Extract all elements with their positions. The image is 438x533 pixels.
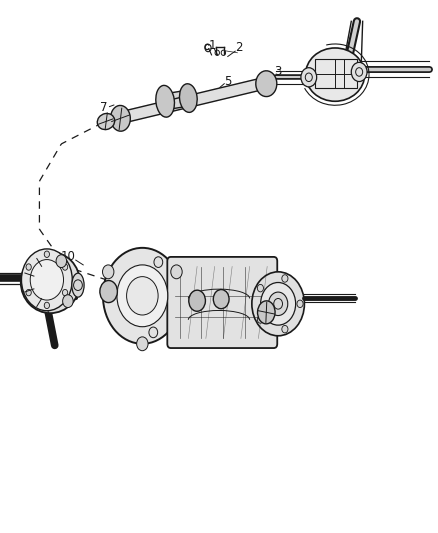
Ellipse shape bbox=[213, 289, 229, 309]
Ellipse shape bbox=[100, 280, 117, 303]
Text: 3: 3 bbox=[275, 66, 282, 78]
Text: 10: 10 bbox=[60, 251, 75, 263]
Circle shape bbox=[127, 277, 158, 315]
Text: 9: 9 bbox=[176, 277, 184, 290]
Text: 5: 5 bbox=[224, 75, 231, 87]
Polygon shape bbox=[161, 90, 189, 110]
Circle shape bbox=[26, 264, 31, 270]
Circle shape bbox=[26, 289, 31, 296]
Polygon shape bbox=[122, 77, 268, 123]
Ellipse shape bbox=[258, 301, 275, 324]
Ellipse shape bbox=[21, 252, 80, 313]
Circle shape bbox=[102, 265, 114, 279]
Ellipse shape bbox=[305, 48, 364, 101]
Ellipse shape bbox=[72, 273, 84, 297]
Text: 3: 3 bbox=[156, 90, 163, 102]
Circle shape bbox=[106, 284, 115, 294]
Circle shape bbox=[351, 62, 367, 82]
Circle shape bbox=[30, 260, 64, 300]
Circle shape bbox=[258, 316, 264, 323]
Circle shape bbox=[171, 265, 182, 279]
Text: 2: 2 bbox=[235, 42, 243, 54]
Circle shape bbox=[282, 326, 288, 333]
Circle shape bbox=[63, 289, 68, 296]
Ellipse shape bbox=[97, 114, 115, 130]
Circle shape bbox=[103, 248, 182, 344]
Circle shape bbox=[261, 282, 296, 325]
Circle shape bbox=[56, 255, 67, 268]
Circle shape bbox=[268, 292, 288, 316]
Bar bbox=[315, 59, 357, 88]
Text: 8: 8 bbox=[286, 296, 293, 309]
Circle shape bbox=[252, 272, 304, 336]
Circle shape bbox=[117, 265, 168, 327]
Circle shape bbox=[258, 285, 264, 292]
FancyBboxPatch shape bbox=[167, 257, 277, 348]
Ellipse shape bbox=[189, 290, 205, 311]
Circle shape bbox=[282, 274, 288, 282]
Ellipse shape bbox=[110, 106, 131, 131]
Circle shape bbox=[297, 300, 303, 308]
Polygon shape bbox=[199, 292, 222, 308]
Circle shape bbox=[63, 264, 68, 270]
Circle shape bbox=[44, 251, 49, 257]
Ellipse shape bbox=[256, 71, 277, 96]
Circle shape bbox=[44, 302, 49, 309]
Ellipse shape bbox=[180, 84, 197, 112]
Text: 1: 1 bbox=[208, 39, 216, 52]
Circle shape bbox=[21, 249, 72, 311]
Circle shape bbox=[149, 327, 158, 338]
Circle shape bbox=[63, 295, 73, 308]
Ellipse shape bbox=[156, 85, 174, 117]
Circle shape bbox=[154, 257, 162, 268]
Polygon shape bbox=[109, 286, 268, 317]
Circle shape bbox=[301, 68, 317, 87]
Text: 7: 7 bbox=[100, 101, 108, 114]
Circle shape bbox=[137, 337, 148, 351]
